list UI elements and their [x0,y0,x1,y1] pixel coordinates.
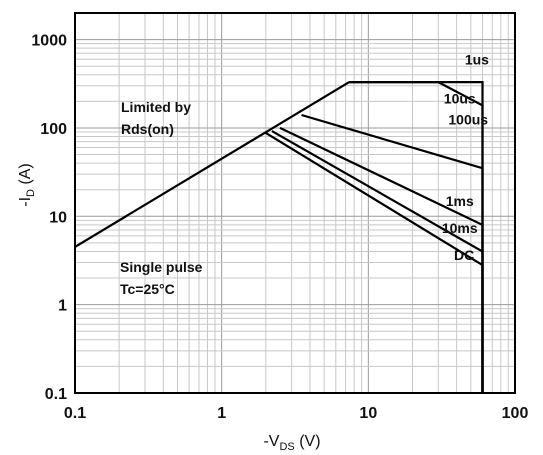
series-line-DC [265,131,484,393]
series-label-1ms: 1ms [446,193,474,209]
series-label-1us: 1us [465,52,489,68]
annotation-line: Single pulse [120,259,203,275]
x-tick-label: 10 [359,405,377,422]
annotation-line: Rds(on) [121,121,174,137]
plot-lines [74,80,484,393]
y-tick-label: 100 [40,121,67,138]
annotation-line: Limited by [121,99,191,115]
curve-labels: 1us 10us 100us 1ms 10ms DC [442,52,489,263]
x-tick-label: 100 [502,405,529,422]
annotation-line: Tc=25°C [120,281,175,297]
y-tick-label: 0.1 [45,386,67,403]
series-label-100us: 100us [448,111,488,127]
y-tick-labels: 0.1 1 10 100 1000 [31,33,67,403]
x-tick-label: 1 [217,405,226,422]
series-line-1us [349,80,484,393]
series-label-DC: DC [454,247,474,263]
x-tick-labels: 0.1 1 10 100 [64,405,529,422]
plot-frame [74,12,516,394]
rds-on-limit-line [74,81,350,248]
y-tick-label: 10 [49,209,67,226]
series-line-10us [349,80,484,393]
x-axis-label: -VDS (V) [263,433,320,453]
series-label-10us: 10us [444,90,476,106]
series-label-10ms: 10ms [442,220,478,236]
y-tick-label: 1000 [31,33,67,50]
y-axis-label: -ID (A) [17,163,37,207]
x-tick-label: 0.1 [64,405,86,422]
annotations: Limited by Rds(on) Single pulse Tc=25°C [120,99,203,297]
y-tick-label: 1 [58,298,67,315]
